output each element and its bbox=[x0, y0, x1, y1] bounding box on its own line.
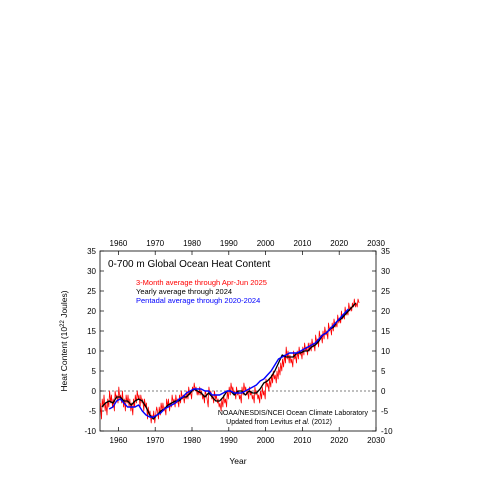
y-tick-label-left: 20 bbox=[87, 307, 96, 316]
x-tick-label-bottom: 2030 bbox=[367, 436, 385, 445]
x-tick-label-bottom: 1990 bbox=[220, 436, 238, 445]
x-tick-label-top: 2010 bbox=[294, 239, 312, 248]
legend-entry-yearly: Yearly average through 2024 bbox=[136, 287, 232, 296]
citation-suffix: (2012) bbox=[310, 419, 332, 426]
y-tick-label-right: 20 bbox=[381, 307, 390, 316]
y-tick-label-left: 35 bbox=[87, 247, 96, 256]
y-tick-label-left: 25 bbox=[87, 287, 96, 296]
citation-prefix: Updated from Levitus bbox=[226, 419, 294, 426]
y-tick-label-left: 10 bbox=[87, 347, 96, 356]
y-axis-title-exponent: 22 bbox=[60, 320, 66, 327]
citation-italic: et al. bbox=[295, 419, 310, 426]
series-line-seasonal bbox=[100, 298, 360, 424]
x-tick-label-bottom: 1980 bbox=[183, 436, 201, 445]
legend-entry-pentadal: Pentadal average through 2020-2024 bbox=[136, 296, 260, 305]
y-tick-label-left: 15 bbox=[87, 327, 96, 336]
y-tick-label-right: 30 bbox=[381, 267, 390, 276]
y-tick-label-right: 5 bbox=[381, 367, 386, 376]
x-tick-label-bottom: 2010 bbox=[294, 436, 312, 445]
series-layer bbox=[100, 298, 360, 424]
x-tick-label-top: 2000 bbox=[257, 239, 275, 248]
y-axis-title-main: Heat Content (10 bbox=[59, 327, 69, 392]
y-tick-label-left: 30 bbox=[87, 267, 96, 276]
x-tick-label-top: 1960 bbox=[110, 239, 128, 248]
x-axis-title: Year bbox=[229, 456, 246, 466]
x-tick-label-bottom: 1970 bbox=[146, 436, 164, 445]
y-tick-label-right: 0 bbox=[381, 387, 386, 396]
y-tick-label-right: -10 bbox=[381, 427, 393, 436]
x-tick-label-bottom: 1960 bbox=[110, 436, 128, 445]
y-tick-label-right: 25 bbox=[381, 287, 390, 296]
x-tick-label-top: 2030 bbox=[367, 239, 385, 248]
source-note: NOAA/NESDIS/NCEI Ocean Climate Laborator… bbox=[218, 410, 369, 417]
plot-frame bbox=[99, 250, 377, 432]
y-tick-label-right: -5 bbox=[381, 407, 389, 416]
y-tick-label-left: -10 bbox=[84, 427, 96, 436]
legend-entry-seasonal: 3-Month average through Apr-Jun 2025 bbox=[136, 278, 267, 287]
chart-title: 0-700 m Global Ocean Heat Content bbox=[108, 259, 271, 270]
x-tick-label-top: 1970 bbox=[146, 239, 164, 248]
y-tick-label-left: -5 bbox=[89, 407, 97, 416]
y-tick-label-left: 0 bbox=[92, 387, 97, 396]
legend: 3-Month average through Apr-Jun 2025 Yea… bbox=[136, 278, 267, 305]
y-tick-label-right: 35 bbox=[381, 247, 390, 256]
x-tick-label-top: 1980 bbox=[183, 239, 201, 248]
series-line-pentadal bbox=[108, 308, 349, 418]
x-tick-label-top: 2020 bbox=[330, 239, 348, 248]
axis-ticks: 1960196019701970198019801990199020002000… bbox=[84, 239, 393, 445]
x-tick-label-top: 1990 bbox=[220, 239, 238, 248]
x-tick-label-bottom: 2020 bbox=[330, 436, 348, 445]
x-tick-label-bottom: 2000 bbox=[257, 436, 275, 445]
y-tick-label-right: 10 bbox=[381, 347, 390, 356]
y-axis-title-tail: Joules) bbox=[59, 290, 69, 320]
y-tick-label-right: 15 bbox=[381, 327, 390, 336]
citation-note: Updated from Levitus et al. (2012) bbox=[226, 419, 332, 426]
y-axis-title: Heat Content (1022 Joules) bbox=[59, 290, 69, 391]
y-tick-label-left: 5 bbox=[92, 367, 97, 376]
